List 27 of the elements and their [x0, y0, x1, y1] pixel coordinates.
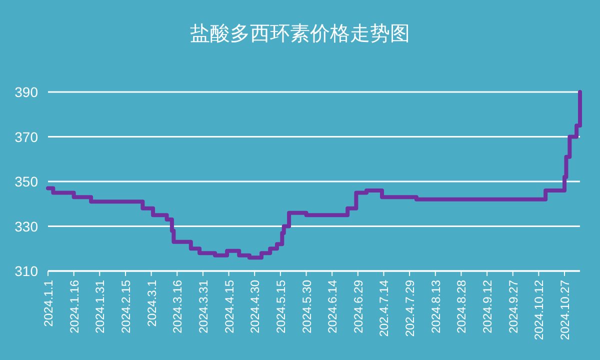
- x-tick-label: 2024.9.12: [480, 280, 495, 334]
- x-tick-label: 2024.1.16: [67, 280, 82, 334]
- x-tick-label: 2024.10.12: [532, 280, 546, 340]
- y-tick-label: 370: [14, 128, 38, 145]
- x-tick-label: 2024.3.16: [170, 280, 185, 334]
- y-tick-label: 310: [14, 263, 38, 279]
- x-tick-label: 2024.9.27: [506, 280, 520, 334]
- x-tick-label: 2024.4.15: [222, 280, 236, 334]
- x-tick-label: 2024.5.30: [300, 280, 314, 334]
- x-tick-label: 2024.3.31: [196, 280, 210, 334]
- x-tick-label: 2024.8.28: [454, 280, 469, 334]
- x-tick-label: 2024.10.27: [558, 280, 572, 340]
- x-tick-label: 2024.6.29: [351, 280, 366, 334]
- x-tick-label: 202.4.7.14: [377, 280, 392, 337]
- x-tick-label: 2024.6.14: [326, 280, 340, 334]
- x-tick-label: 2024.1.31: [93, 280, 108, 334]
- y-tick-label: 390: [14, 84, 38, 100]
- x-tick-label: 202.4.7.29: [403, 280, 418, 337]
- x-tick-label: 2024.5.15: [274, 280, 288, 334]
- chart-title: 盐酸多西环素价格走势图: [190, 23, 410, 45]
- x-tick-label: 2024.4.30: [248, 280, 262, 334]
- y-tick-label: 330: [14, 218, 38, 234]
- x-tick-label: 2024.8.13: [428, 280, 443, 334]
- y-tick-label: 350: [14, 174, 38, 190]
- x-tick-label: 2024.3.1: [144, 280, 159, 327]
- x-tick-label: 2024.2.15: [118, 280, 133, 334]
- x-tick-label: 2024.1.1: [42, 280, 56, 327]
